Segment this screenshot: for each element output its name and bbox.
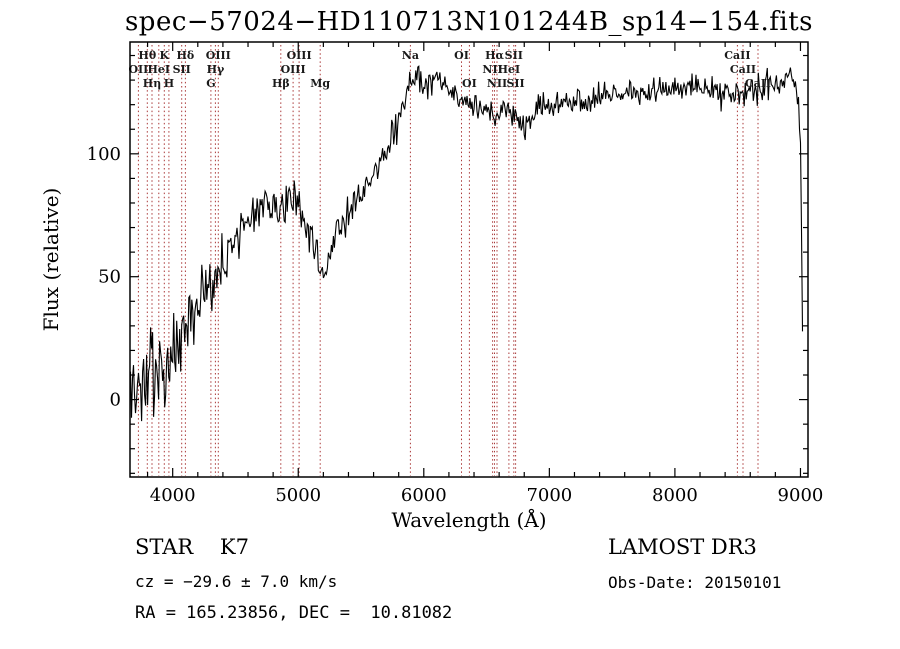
line-label: G xyxy=(206,77,215,90)
x-tick-label: 7000 xyxy=(526,485,572,506)
object-class-label: STAR K7 xyxy=(135,535,249,559)
line-label: OIII xyxy=(287,49,312,62)
line-label: Hθ xyxy=(138,49,156,62)
spectrum-trace xyxy=(130,65,804,422)
axes-box xyxy=(129,41,809,478)
line-label: Mg xyxy=(310,77,330,90)
line-label: OI xyxy=(454,49,469,62)
line-label: HeI xyxy=(148,63,171,76)
y-axis-label: Flux (relative) xyxy=(39,188,63,332)
obs-date-label: Obs-Date: 20150101 xyxy=(608,573,782,592)
x-tick-label: 6000 xyxy=(401,485,447,506)
y-tick-label: 0 xyxy=(110,390,121,411)
line-label: OII xyxy=(128,63,148,76)
line-label: OI xyxy=(462,77,477,90)
line-label: NII xyxy=(482,63,502,76)
survey-label: LAMOST DR3 xyxy=(608,535,757,559)
tick-labels: 4000 5000 6000 7000 8000 9000 0 50 100 xyxy=(87,144,824,506)
x-tick-label: 8000 xyxy=(652,485,698,506)
x-tick-label: 9000 xyxy=(778,485,824,506)
ra-dec-label: RA = 165.23856, DEC = 10.81082 xyxy=(135,603,453,623)
line-label: Hα xyxy=(485,49,504,62)
line-label: Hη xyxy=(143,77,161,90)
y-tick-label: 50 xyxy=(98,267,121,288)
plot-title: spec−57024−HD110713N101244B_sp14−154.fit… xyxy=(125,7,813,37)
axis-ticks xyxy=(130,42,808,477)
line-label: CaII xyxy=(745,77,771,90)
line-label: SII xyxy=(173,63,191,76)
line-label: CaII xyxy=(724,49,750,62)
spectral-line-markers xyxy=(137,45,759,476)
line-label: K xyxy=(160,49,170,62)
y-tick-label: 100 xyxy=(87,144,121,165)
line-label: Na xyxy=(402,49,419,62)
x-tick-label: 5000 xyxy=(275,485,321,506)
line-label: Hδ xyxy=(177,49,195,62)
x-tick-label: 4000 xyxy=(150,485,196,506)
line-label: SII xyxy=(505,49,523,62)
line-label: SII xyxy=(506,77,524,90)
line-label: CaII xyxy=(730,63,756,76)
line-label: Hβ xyxy=(272,77,290,90)
line-label: Hγ xyxy=(207,63,225,76)
x-axis-label: Wavelength (Å) xyxy=(391,507,546,532)
line-label: HeI xyxy=(498,63,521,76)
line-label: NII xyxy=(487,77,507,90)
cz-value-label: cz = −29.6 ± 7.0 km/s xyxy=(135,572,338,591)
line-label: OIII xyxy=(206,49,231,62)
line-label: H xyxy=(164,77,174,90)
line-label: OIII xyxy=(281,63,306,76)
